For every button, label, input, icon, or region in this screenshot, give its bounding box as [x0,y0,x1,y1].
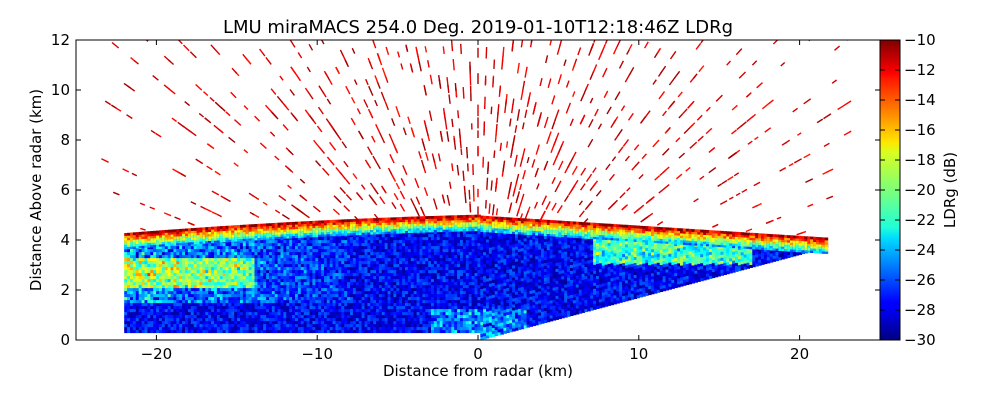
colorbar-tick-label: −28 [904,301,936,319]
y-tick-label: 10 [51,81,70,99]
colorbar-label: LDRg (dB) [941,152,959,228]
y-axis-label: Distance Above radar (km) [27,89,45,291]
colorbar-tick-label: −20 [904,181,936,199]
cloud-layer [124,215,828,340]
y-tick-label: 0 [60,331,70,349]
x-tick-label: 0 [473,345,483,363]
y-tick-label: 8 [60,131,70,149]
colorbar-tick-label: −18 [904,151,936,169]
y-tick-label: 2 [60,281,70,299]
chart-title: LMU miraMACS 254.0 Deg. 2019-01-10T12:18… [223,17,733,38]
colorbar-tick-label: −26 [904,271,936,289]
x-tick-label: −20 [141,345,173,363]
colorbar-tick-label: −10 [904,31,936,49]
colorbar-tick-label: −22 [904,211,936,229]
colorbar-tick-label: −14 [904,91,936,109]
x-tick-label: 10 [629,345,648,363]
colorbar-tick-label: −16 [904,121,936,139]
y-tick-label: 6 [60,181,70,199]
plot-area [101,25,852,340]
x-tick-label: −10 [301,345,333,363]
y-tick-label: 4 [60,231,70,249]
y-tick-label: 12 [51,31,70,49]
colorbar-tick-label: −30 [904,331,936,349]
x-axis-label: Distance from radar (km) [383,362,573,380]
sparse-noise-above-cloud [101,25,852,235]
colorbar-tick-label: −24 [904,241,936,259]
x-tick-label: 20 [790,345,809,363]
colorbar-tick-label: −12 [904,61,936,79]
